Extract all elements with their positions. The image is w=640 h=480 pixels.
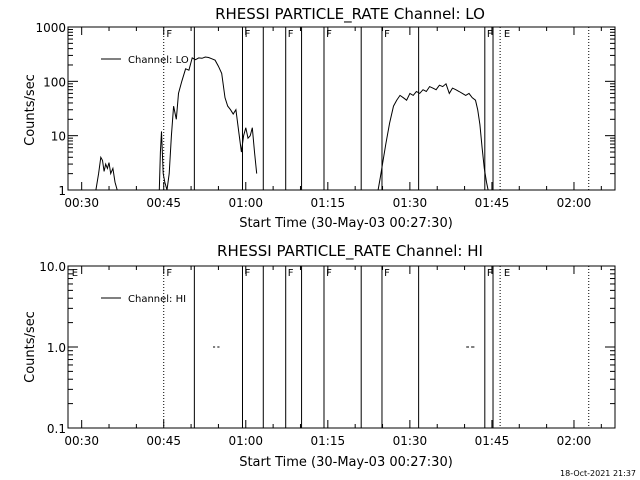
hi-x-tick-label: 00:45 <box>146 434 181 448</box>
lo-x-axis-label: Start Time (30-May-03 00:27:30) <box>239 216 453 231</box>
lo-channel-panel: RHESSI PARTICLE_RATE Channel: LO Start T… <box>23 5 616 231</box>
lo-flag-label: F <box>487 29 493 40</box>
hi-x-tick-label: 01:45 <box>475 434 510 448</box>
hi-x-axis-label: Start Time (30-May-03 00:27:30) <box>239 455 453 470</box>
lo-x-tick-label: 01:45 <box>475 196 510 210</box>
hi-flag-label: F <box>384 268 390 279</box>
lo-legend-label: Channel: LO <box>128 55 189 66</box>
hi-legend-label: Channel: HI <box>128 294 186 305</box>
hi-flag-label: E <box>504 268 510 279</box>
lo-flag-label: E <box>504 29 510 40</box>
lo-series-line <box>158 56 258 191</box>
hi-x-tick-label: 00:30 <box>64 434 99 448</box>
hi-x-tick-label: 01:15 <box>311 434 346 448</box>
hi-flag-label: F <box>245 268 251 279</box>
lo-flag-label: F <box>245 29 251 40</box>
hi-y-axis-label: Counts/sec <box>23 311 38 383</box>
hi-chart-title: RHESSI PARTICLE_RATE Channel: HI <box>217 242 483 261</box>
lo-flag-label: F <box>288 29 294 40</box>
lo-x-tick-label: 00:30 <box>64 196 99 210</box>
lo-y-tick-label: 1000 <box>35 21 66 35</box>
hi-flag-label: F <box>326 268 332 279</box>
lo-flag-label: F <box>326 29 332 40</box>
lo-series-line <box>95 155 118 191</box>
lo-y-tick-label: 100 <box>43 75 66 89</box>
hi-flag-label: F <box>487 268 493 279</box>
lo-y-tick-label: 10 <box>51 130 66 144</box>
hi-flag-label: F <box>288 268 294 279</box>
hi-x-tick-label: 01:00 <box>228 434 263 448</box>
hi-flag-label: E <box>72 268 78 279</box>
hi-channel-panel: RHESSI PARTICLE_RATE Channel: HI Start T… <box>23 242 616 470</box>
lo-y-axis-label: Counts/sec <box>23 74 38 146</box>
hi-y-tick-label: 10.0 <box>39 260 66 274</box>
lo-x-tick-label: 02:00 <box>557 196 592 210</box>
lo-flag-label: F <box>384 29 390 40</box>
hi-y-tick-label: 1.0 <box>47 341 66 355</box>
hi-x-tick-label: 02:00 <box>557 434 592 448</box>
lo-series-line <box>377 82 489 191</box>
lo-x-tick-label: 00:45 <box>146 196 181 210</box>
lo-y-tick-label: 1 <box>58 184 66 198</box>
footer-timestamp: 18-Oct-2021 21:37 <box>560 469 636 478</box>
lo-x-tick-label: 01:00 <box>228 196 263 210</box>
lo-x-tick-label: 01:30 <box>393 196 428 210</box>
lo-flag-label: F <box>166 29 172 40</box>
hi-y-tick-label: 0.1 <box>47 422 66 436</box>
hi-flag-label: F <box>166 268 172 279</box>
lo-plot-frame <box>67 26 616 191</box>
lo-chart-title: RHESSI PARTICLE_RATE Channel: LO <box>215 5 485 24</box>
hi-plot-frame <box>67 265 616 429</box>
lo-x-tick-label: 01:15 <box>311 196 346 210</box>
hi-x-tick-label: 01:30 <box>393 434 428 448</box>
